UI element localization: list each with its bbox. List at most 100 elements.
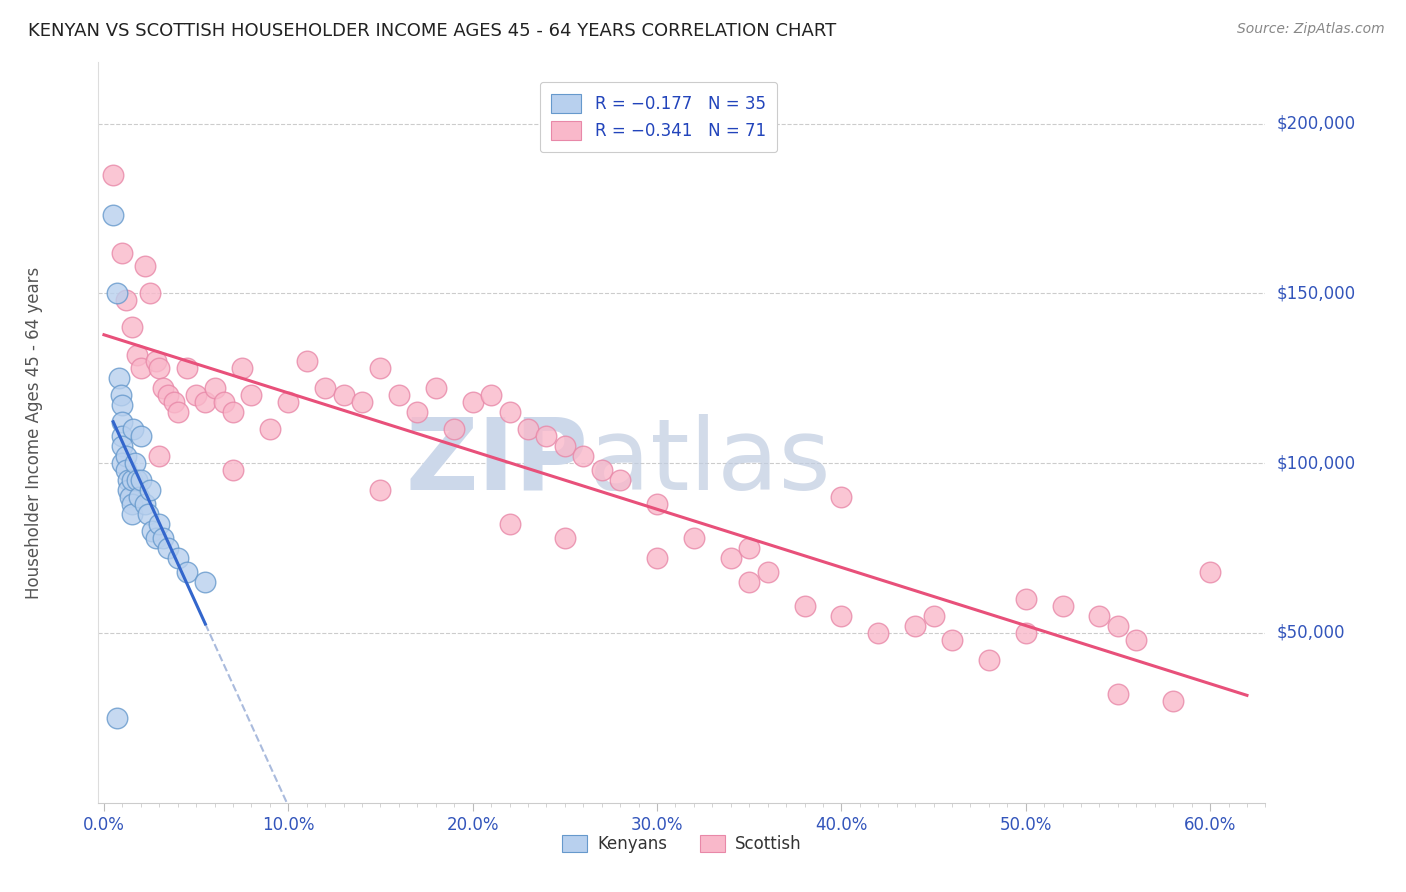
- Point: [139, 483, 162, 498]
- Point: [204, 382, 226, 396]
- Point: [176, 361, 198, 376]
- Point: [111, 456, 134, 470]
- Point: [166, 551, 188, 566]
- Text: $200,000: $200,000: [1277, 114, 1355, 133]
- Point: [111, 399, 134, 413]
- Point: [128, 490, 150, 504]
- Point: [152, 531, 174, 545]
- Point: [314, 382, 336, 396]
- Point: [645, 497, 668, 511]
- Point: [461, 395, 484, 409]
- Point: [388, 388, 411, 402]
- Point: [152, 382, 174, 396]
- Point: [609, 473, 631, 487]
- Text: $150,000: $150,000: [1277, 285, 1355, 302]
- Point: [134, 497, 156, 511]
- Point: [645, 551, 668, 566]
- Point: [352, 395, 374, 409]
- Point: [166, 405, 188, 419]
- Point: [118, 490, 141, 504]
- Point: [127, 473, 149, 487]
- Point: [115, 293, 138, 308]
- Point: [117, 473, 139, 487]
- Point: [129, 473, 152, 487]
- Point: [127, 347, 149, 361]
- Point: [176, 565, 198, 579]
- Point: [105, 711, 128, 725]
- Point: [1015, 592, 1038, 607]
- Point: [212, 395, 235, 409]
- Point: [111, 416, 134, 430]
- Point: [1015, 626, 1038, 640]
- Point: [163, 395, 186, 409]
- Point: [720, 551, 742, 566]
- Point: [101, 168, 124, 182]
- Text: $50,000: $50,000: [1277, 624, 1346, 642]
- Point: [231, 361, 253, 376]
- Point: [830, 490, 852, 504]
- Point: [107, 371, 129, 385]
- Point: [184, 388, 207, 402]
- Point: [554, 531, 576, 545]
- Point: [1125, 632, 1147, 647]
- Point: [591, 463, 613, 477]
- Point: [517, 422, 540, 436]
- Point: [115, 463, 138, 477]
- Point: [1107, 687, 1129, 701]
- Point: [222, 405, 245, 419]
- Text: Householder Income Ages 45 - 64 years: Householder Income Ages 45 - 64 years: [25, 267, 44, 599]
- Point: [1161, 694, 1184, 708]
- Point: [370, 361, 392, 376]
- Point: [157, 541, 180, 555]
- Point: [1107, 619, 1129, 633]
- Point: [904, 619, 927, 633]
- Point: [101, 208, 124, 222]
- Point: [129, 361, 152, 376]
- Point: [1199, 565, 1222, 579]
- Point: [332, 388, 354, 402]
- Point: [498, 405, 520, 419]
- Point: [370, 483, 392, 498]
- Point: [425, 382, 447, 396]
- Point: [111, 245, 134, 260]
- Point: [129, 429, 152, 443]
- Legend: Kenyans, Scottish: Kenyans, Scottish: [554, 826, 810, 861]
- Point: [121, 473, 143, 487]
- Point: [141, 524, 163, 538]
- Point: [111, 439, 134, 453]
- Point: [554, 439, 576, 453]
- Point: [1052, 599, 1074, 613]
- Text: atlas: atlas: [589, 414, 830, 511]
- Point: [139, 286, 162, 301]
- Point: [1088, 609, 1111, 624]
- Point: [406, 405, 429, 419]
- Point: [277, 395, 299, 409]
- Text: ZIP: ZIP: [406, 414, 589, 511]
- Point: [977, 653, 1000, 667]
- Point: [111, 429, 134, 443]
- Text: KENYAN VS SCOTTISH HOUSEHOLDER INCOME AGES 45 - 64 YEARS CORRELATION CHART: KENYAN VS SCOTTISH HOUSEHOLDER INCOME AG…: [28, 22, 837, 40]
- Point: [683, 531, 706, 545]
- Point: [498, 517, 520, 532]
- Point: [756, 565, 779, 579]
- Point: [136, 507, 159, 521]
- Point: [122, 422, 145, 436]
- Point: [830, 609, 852, 624]
- Point: [738, 575, 761, 590]
- Point: [145, 531, 167, 545]
- Point: [134, 259, 156, 273]
- Point: [105, 286, 128, 301]
- Point: [194, 575, 217, 590]
- Point: [121, 497, 143, 511]
- Point: [124, 456, 146, 470]
- Point: [479, 388, 502, 402]
- Point: [157, 388, 180, 402]
- Text: Source: ZipAtlas.com: Source: ZipAtlas.com: [1237, 22, 1385, 37]
- Point: [148, 450, 170, 464]
- Point: [572, 450, 595, 464]
- Point: [259, 422, 281, 436]
- Point: [117, 483, 139, 498]
- Point: [148, 361, 170, 376]
- Point: [922, 609, 945, 624]
- Point: [240, 388, 263, 402]
